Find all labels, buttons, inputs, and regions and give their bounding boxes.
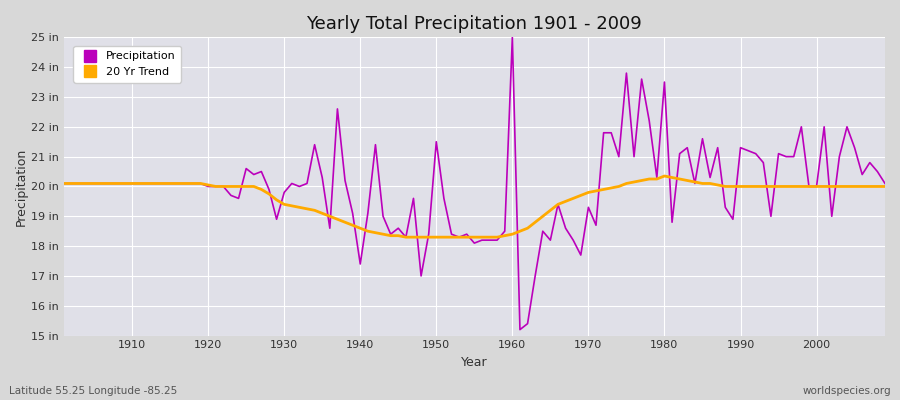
Title: Yearly Total Precipitation 1901 - 2009: Yearly Total Precipitation 1901 - 2009 [306, 15, 643, 33]
Text: Latitude 55.25 Longitude -85.25: Latitude 55.25 Longitude -85.25 [9, 386, 177, 396]
Y-axis label: Precipitation: Precipitation [15, 147, 28, 226]
X-axis label: Year: Year [461, 356, 488, 369]
Text: worldspecies.org: worldspecies.org [803, 386, 891, 396]
Legend: Precipitation, 20 Yr Trend: Precipitation, 20 Yr Trend [73, 46, 181, 82]
